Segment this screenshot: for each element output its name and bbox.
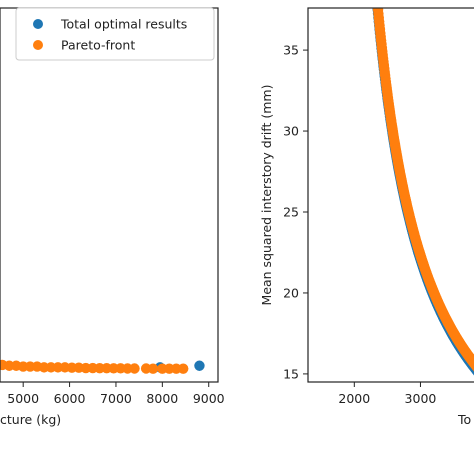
right-axes-frame — [307, 7, 474, 383]
left-point-0-1 — [194, 360, 205, 371]
left-x-tick-label-2: 7000 — [100, 391, 132, 406]
left-point-1-21 — [147, 363, 159, 374]
right-point-1-208 — [372, 0, 382, 7]
right-y-axis-label: Mean squared interstory drift (mm) — [259, 85, 274, 306]
left-x-tick-label-4: 9000 — [193, 391, 225, 406]
right-scatter-curve — [371, 0, 474, 376]
right-x-axis-label: To — [457, 412, 471, 427]
right-y-tick-label-3: 30 — [283, 124, 299, 139]
right-y-tick-label-1: 20 — [283, 285, 299, 300]
legend-label-pareto-front: Pareto-front — [61, 38, 135, 53]
right-y-ticks: 15 20 25 30 35 — [283, 43, 308, 381]
right-y-tick-label-0: 15 — [283, 366, 299, 381]
legend-box — [15, 7, 215, 61]
left-x-tick-label-3: 8000 — [146, 391, 178, 406]
right-point-0-206 — [371, 0, 381, 2]
left-point-1-25 — [178, 363, 189, 374]
legend: Total optimal results Pareto-front — [15, 7, 215, 61]
right-subplot: 2000 3000 15 20 25 30 35 To Mean squared inte… — [259, 0, 474, 427]
right-point-0-207 — [372, 0, 382, 6]
left-x-tick-label-0: 5000 — [7, 391, 39, 406]
right-y-tick-label-4: 35 — [283, 43, 299, 58]
left-axes-frame — [0, 7, 219, 383]
right-x-tick-label-0: 2000 — [338, 391, 370, 406]
legend-marker-pareto-front — [33, 40, 43, 50]
left-x-tick-label-1: 6000 — [54, 391, 86, 406]
right-y-tick-label-2: 25 — [283, 205, 299, 220]
legend-marker-total-optimal — [33, 19, 43, 29]
right-point-1-207 — [372, 0, 382, 3]
left-subplot: 5000 6000 7000 8000 9000 cture (kg) Total op… — [0, 7, 225, 427]
left-scatter-points — [0, 359, 205, 374]
left-point-1-19 — [129, 363, 140, 374]
left-x-axis-label: cture (kg) — [0, 412, 61, 427]
right-x-tick-label-1: 3000 — [405, 391, 437, 406]
legend-label-total-optimal: Total optimal results — [60, 17, 187, 32]
right-x-ticks: 2000 3000 — [338, 382, 436, 406]
left-x-ticks: 5000 6000 7000 8000 9000 — [7, 382, 225, 406]
